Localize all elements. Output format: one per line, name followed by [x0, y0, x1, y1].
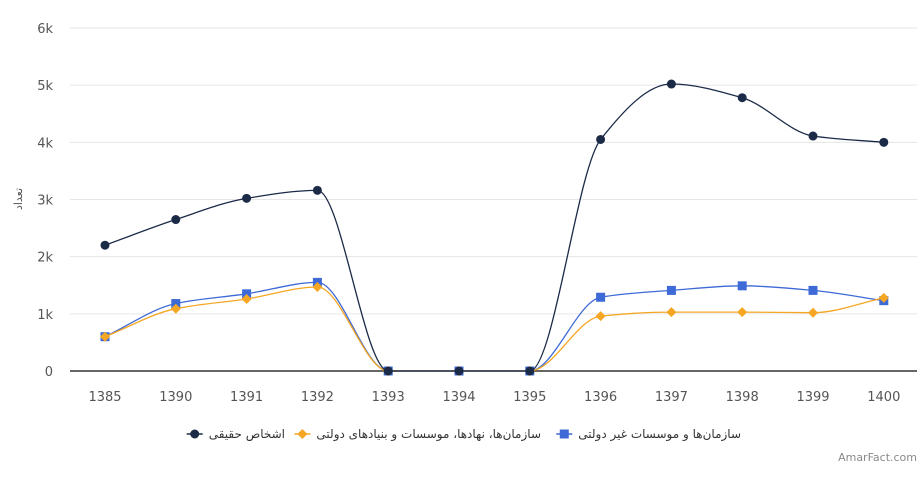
data-point — [312, 281, 323, 292]
legend-label: اشخاص حقیقی — [209, 427, 285, 442]
x-tick-label: 1400 — [867, 390, 900, 405]
data-point — [312, 185, 322, 195]
x-tick-label: 1385 — [88, 390, 121, 405]
x-axis: 1385 1390 1391 1392 1393 1394 1395 1396 1397 1398… — [70, 370, 917, 405]
series-3 — [100, 277, 889, 376]
legend-marker — [559, 429, 569, 439]
series-line — [104, 83, 884, 372]
x-tick-label: 1399 — [796, 390, 829, 405]
legend[interactable]: اشخاص حقیقی سازمان‌ها، نهادها، موسسات و ب… — [186, 427, 741, 442]
series-line — [104, 281, 884, 372]
data-point — [525, 366, 535, 376]
y-axis: 0 1k 2k 3k 4k 5k 6k — [37, 22, 53, 380]
data-point — [808, 285, 818, 295]
y-tick-label: 5k — [37, 79, 53, 94]
series-2 — [100, 281, 889, 376]
series-layer — [100, 79, 889, 376]
data-point — [242, 193, 252, 203]
legend-label: سازمان‌ها، نهادها، موسسات و بنیادهای دول… — [316, 427, 541, 442]
data-point — [666, 307, 677, 318]
data-point — [383, 366, 393, 376]
data-point — [454, 366, 464, 376]
x-tick-label: 1396 — [584, 390, 617, 405]
y-tick-label: 4k — [37, 136, 53, 151]
x-tick-label: 1393 — [372, 390, 405, 405]
data-point — [596, 134, 606, 144]
x-tick-label: 1397 — [655, 390, 688, 405]
data-point — [595, 311, 606, 322]
legend-item-2[interactable]: سازمان‌ها، نهادها، موسسات و بنیادهای دول… — [294, 427, 541, 442]
x-tick-label: 1398 — [726, 390, 759, 405]
data-point — [808, 131, 818, 141]
legend-item-1[interactable]: اشخاص حقیقی — [186, 427, 285, 442]
y-tick-label: 3k — [37, 194, 53, 209]
y-tick-label: 1k — [37, 308, 53, 323]
legend-item-3[interactable]: سازمان‌ها و موسسات غیر دولتی — [556, 427, 741, 442]
series-1 — [100, 79, 889, 376]
data-point — [808, 307, 818, 318]
y-tick-label: 6k — [37, 22, 53, 37]
x-tick-label: 1390 — [159, 390, 192, 405]
legend-label: سازمان‌ها و موسسات غیر دولتی — [578, 427, 741, 442]
data-point — [666, 79, 676, 89]
data-point — [666, 285, 676, 295]
series-line — [104, 286, 884, 372]
data-point — [737, 281, 747, 291]
data-point — [100, 331, 110, 342]
grid-layer — [70, 27, 917, 315]
data-point — [242, 289, 252, 299]
data-point — [100, 240, 110, 250]
y-tick-label: 0 — [45, 365, 53, 380]
x-tick-label: 1392 — [301, 390, 334, 405]
data-point — [171, 215, 181, 225]
y-tick-label: 2k — [37, 251, 53, 266]
data-point — [737, 307, 748, 318]
legend-marker — [297, 429, 308, 439]
data-point — [171, 299, 181, 309]
y-axis-title: تعداد — [12, 188, 25, 210]
x-tick-label: 1394 — [442, 390, 475, 405]
data-point — [879, 137, 889, 147]
data-point — [241, 293, 252, 304]
data-point — [878, 292, 889, 303]
credit-text[interactable]: AmarFact.com — [838, 451, 917, 464]
x-tick-label: 1391 — [230, 390, 263, 405]
x-tick-label: 1395 — [513, 390, 546, 405]
data-point — [737, 93, 747, 103]
data-point — [170, 303, 181, 314]
data-point — [596, 292, 606, 302]
legend-marker — [190, 429, 200, 439]
